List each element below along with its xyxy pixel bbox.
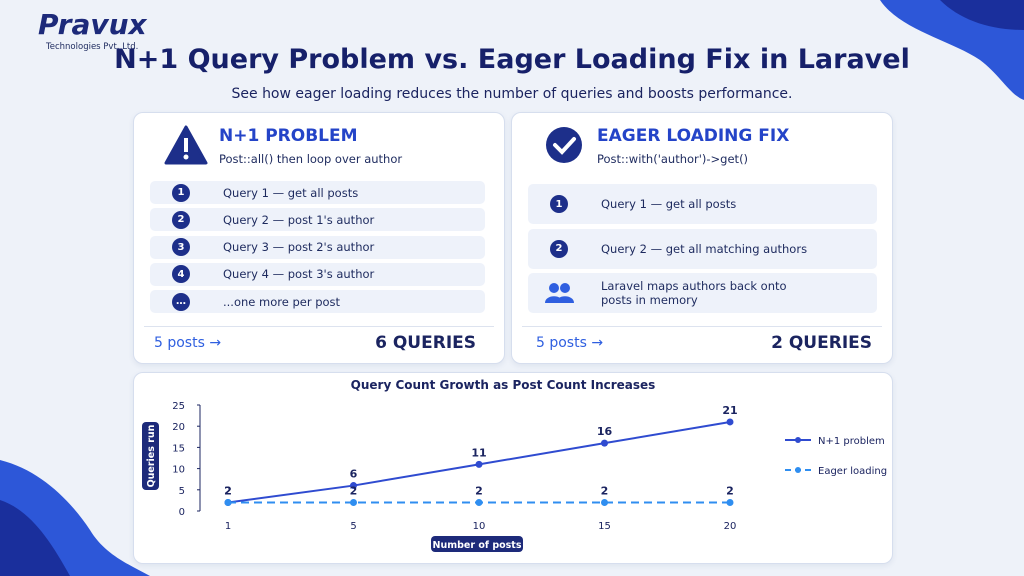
data-label: 11 — [471, 446, 486, 459]
legend-label: N+1 problem — [818, 436, 885, 447]
code: Post::all() then loop over author — [219, 152, 403, 166]
data-point — [350, 482, 357, 490]
data-label: 6 — [350, 468, 358, 481]
blob — [940, 0, 1024, 30]
step-badge: 2 — [172, 210, 190, 229]
y-label-pill — [142, 422, 159, 490]
step-row: 1 Query 1 — get all posts — [150, 181, 485, 204]
y-tick-label: 15 — [172, 443, 185, 454]
heading: EAGER LOADING FIX — [597, 126, 790, 146]
code: Post::with('author')->get() — [597, 152, 749, 166]
step-text: Query 4 — post 3's author — [223, 267, 375, 282]
blob — [0, 500, 70, 576]
x-tick-label: 1 — [225, 521, 231, 532]
step-badge: … — [172, 292, 190, 311]
footer-right: 6 QUERIES — [375, 333, 476, 353]
y-tick-label: 5 — [179, 486, 185, 497]
data-label: 21 — [722, 404, 737, 417]
x-tick-label: 15 — [598, 521, 611, 532]
data-point — [475, 460, 483, 468]
check-icon — [546, 127, 582, 163]
step-row: 4 Query 4 — post 3's author — [150, 262, 485, 286]
people-icon — [545, 283, 574, 303]
data-point — [224, 499, 232, 507]
step-text: Query 2 — get all matching authors — [601, 241, 808, 256]
x-label-pill — [431, 536, 523, 552]
data-point — [475, 499, 483, 507]
fix-card: EAGER LOADING FIX Post::with('author')->… — [511, 112, 893, 364]
footer-left: 5 posts → — [536, 335, 604, 351]
subtitle: See how eager loading reduces the number… — [231, 86, 793, 102]
footer-left: 5 posts → — [154, 335, 222, 351]
step-text: Query 2 — post 1's author — [223, 212, 375, 227]
legend-label: Eager loading — [818, 466, 887, 477]
data-point — [726, 499, 734, 507]
x-tick-label: 20 — [724, 521, 737, 532]
problem-card: N+1 PROBLEM Post::all() then loop over a… — [133, 112, 505, 364]
step-text: Laravel maps authors back onto posts in … — [601, 279, 787, 307]
title: N+1 Query Problem vs. Eager Loading Fix … — [114, 44, 910, 75]
step-text: ...one more per post — [223, 294, 341, 309]
step-row: … ...one more per post — [150, 290, 485, 314]
tagline: Technologies Pvt. Ltd. — [46, 42, 139, 52]
step-row: 1 Query 1 — get all posts — [528, 184, 877, 224]
data-label: 2 — [224, 485, 232, 498]
step-row: Laravel maps authors back onto posts in … — [528, 273, 877, 313]
data-label: 16 — [597, 425, 613, 438]
step-text: Query 1 — get all posts — [601, 197, 737, 211]
data-label: 2 — [601, 485, 609, 498]
data-label: 2 — [224, 485, 232, 498]
heading: N+1 PROBLEM — [219, 126, 358, 146]
data-point — [601, 439, 608, 447]
step-row: 2 Query 2 — get all matching authors — [528, 228, 877, 269]
step-text: Query 1 — get all posts — [223, 185, 359, 200]
step-badge: 4 — [172, 265, 190, 284]
y-tick-label: 10 — [172, 465, 185, 476]
logo: Pravux — [38, 8, 147, 41]
step-text: Query 3 — post 2's author — [223, 240, 375, 255]
chart-title: Query Count Growth as Post Count Increas… — [351, 378, 656, 392]
y-label: Queries run — [146, 424, 157, 487]
y-tick-label: 25 — [172, 401, 185, 412]
data-point — [601, 499, 608, 507]
step-row: 3 Query 3 — post 2's author — [150, 235, 485, 259]
data-label: 2 — [726, 485, 734, 498]
data-label: 2 — [350, 485, 358, 498]
data-point — [726, 418, 734, 426]
step-row: 2 Query 2 — post 1's author — [150, 208, 485, 232]
y-tick-label: 0 — [179, 507, 185, 518]
warning-icon — [164, 125, 208, 165]
data-label: 2 — [475, 485, 483, 498]
footer-right: 2 QUERIES — [771, 333, 872, 353]
legend-dot — [795, 467, 801, 473]
step-badge: 3 — [172, 238, 190, 257]
legend-dot — [795, 437, 801, 443]
step-badge: 1 — [550, 195, 568, 213]
chart: Query Count Growth as Post Count Increas… — [142, 378, 887, 552]
step-badge: 2 — [550, 239, 568, 258]
x-tick-label: 10 — [473, 521, 486, 532]
y-tick-label: 20 — [172, 422, 185, 433]
data-point — [350, 499, 357, 507]
x-tick-label: 5 — [350, 521, 356, 532]
step-badge: 1 — [172, 183, 190, 202]
x-label: Number of posts — [433, 540, 522, 551]
chart-card — [133, 372, 893, 564]
